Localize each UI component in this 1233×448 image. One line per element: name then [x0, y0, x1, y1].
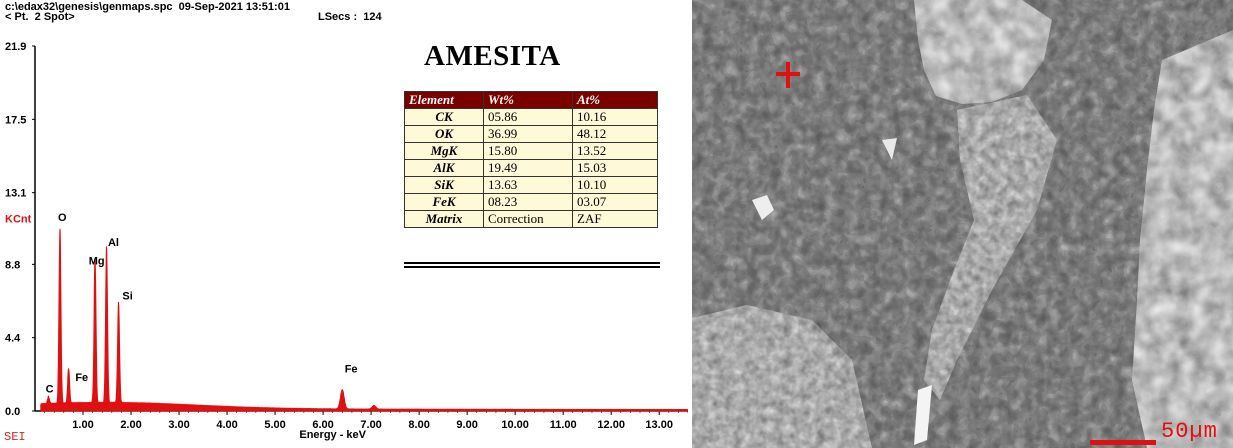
- at-percent-cell: 10.10: [572, 176, 658, 194]
- element-cell: AlK: [404, 159, 484, 177]
- table-row: Matrix Correction ZAF: [404, 210, 658, 228]
- y-tick-label: 21.9: [5, 41, 26, 53]
- element-cell: OK: [404, 125, 484, 143]
- x-axis-label: Energy - keV: [299, 429, 366, 441]
- element-cell: SiK: [404, 176, 484, 194]
- table-row: SiK 13.63 10.10: [404, 176, 658, 194]
- table-row: FeK 08.23 03.07: [404, 193, 658, 211]
- y-tick-label: 0.0: [5, 406, 20, 418]
- wt-percent-cell: Correction: [483, 210, 573, 228]
- at-percent-cell: ZAF: [572, 210, 658, 228]
- table-underline: [404, 266, 660, 268]
- x-tick-label: 7.00: [360, 419, 381, 431]
- x-tick-label: 1.00: [72, 419, 93, 431]
- peak-label: Si: [122, 290, 132, 302]
- table-underline: [404, 262, 660, 264]
- at-percent-cell: 48.12: [572, 125, 658, 143]
- spectrum-panel: c:\edax32\genesis\genmaps.spc 09-Sep-202…: [5, 1, 688, 441]
- table-row: MgK 15.80 13.52: [404, 142, 658, 160]
- analysis-spot-marker: [776, 62, 800, 88]
- peak-label: C: [46, 384, 54, 396]
- table-row: CK 05.86 10.16: [404, 108, 658, 126]
- element-cell: MgK: [404, 142, 484, 160]
- bright-grain: [914, 385, 932, 445]
- y-tick-label: 17.5: [5, 114, 26, 126]
- at-percent-cell: 10.16: [572, 108, 658, 126]
- element-cell: FeK: [404, 193, 484, 211]
- y-tick-label: 4.4: [5, 333, 21, 345]
- sei-mode-label: SEI: [4, 430, 26, 444]
- wt-percent-cell: 08.23: [483, 193, 573, 211]
- x-tick-label: 10.00: [501, 419, 529, 431]
- peak-label: Fe: [345, 364, 358, 376]
- at-percent-cell: 15.03: [572, 159, 658, 177]
- composition-table: Element Wt% At% CK 05.86 10.16 OK 36.99 48.12…: [404, 91, 660, 228]
- x-tick-label: 4.00: [216, 419, 237, 431]
- micrograph-image: [692, 0, 1233, 448]
- peak-label: O: [58, 212, 67, 224]
- header-element: Element: [404, 91, 484, 109]
- x-tick-label: 11.00: [550, 419, 577, 431]
- lsecs-label: LSecs : 124: [318, 11, 382, 23]
- x-tick-label: 5.00: [264, 419, 285, 431]
- x-tick-label: 6.00: [312, 419, 333, 431]
- header-at: At%: [572, 91, 658, 109]
- wt-percent-cell: 36.99: [483, 125, 573, 143]
- bright-grain: [752, 195, 774, 220]
- eds-spectrum-chart: 0.0 4.4 8.8 13.1 17.5 21.9 KCnt 1.00 2.00 3.00 4.0…: [5, 41, 688, 441]
- spot-label: < Pt. 2 Spot>: [5, 11, 75, 23]
- at-percent-cell: 13.52: [572, 142, 658, 160]
- wt-percent-cell: 15.80: [483, 142, 573, 160]
- x-tick-label: 12.00: [597, 419, 625, 431]
- spectrum-series: [40, 228, 688, 412]
- table-header-row: Element Wt% At%: [404, 91, 658, 109]
- element-cell: Matrix: [404, 210, 484, 228]
- wt-percent-cell: 19.49: [483, 159, 573, 177]
- sem-micrograph: [692, 0, 1233, 448]
- header-wt: Wt%: [483, 91, 573, 109]
- peak-label: Al: [108, 237, 119, 249]
- scale-bar-label: 50µm: [1161, 419, 1218, 444]
- y-tick-label: 8.8: [5, 259, 20, 271]
- file-path-header: c:\edax32\genesis\genmaps.spc 09-Sep-202…: [5, 1, 290, 13]
- at-percent-cell: 03.07: [572, 193, 658, 211]
- table-row: AlK 19.49 15.03: [404, 159, 658, 177]
- y-tick-label: 13.1: [5, 188, 26, 200]
- x-tick-label: 8.00: [408, 419, 429, 431]
- wt-percent-cell: 13.63: [483, 176, 573, 194]
- bright-grain: [882, 138, 897, 160]
- x-tick-label: 13.00: [645, 419, 673, 431]
- x-tick-label: 3.00: [168, 419, 189, 431]
- wt-percent-cell: 05.86: [483, 108, 573, 126]
- peak-label: Fe: [75, 372, 88, 384]
- chart-title: AMESITA: [424, 40, 561, 72]
- x-tick-label: 2.00: [120, 419, 141, 431]
- element-cell: CK: [404, 108, 484, 126]
- peak-label: Mg: [89, 255, 105, 267]
- table-row: OK 36.99 48.12: [404, 125, 658, 143]
- x-tick-label: 9.00: [456, 419, 477, 431]
- y-axis-label: KCnt: [5, 214, 32, 226]
- scale-bar: [1090, 440, 1156, 445]
